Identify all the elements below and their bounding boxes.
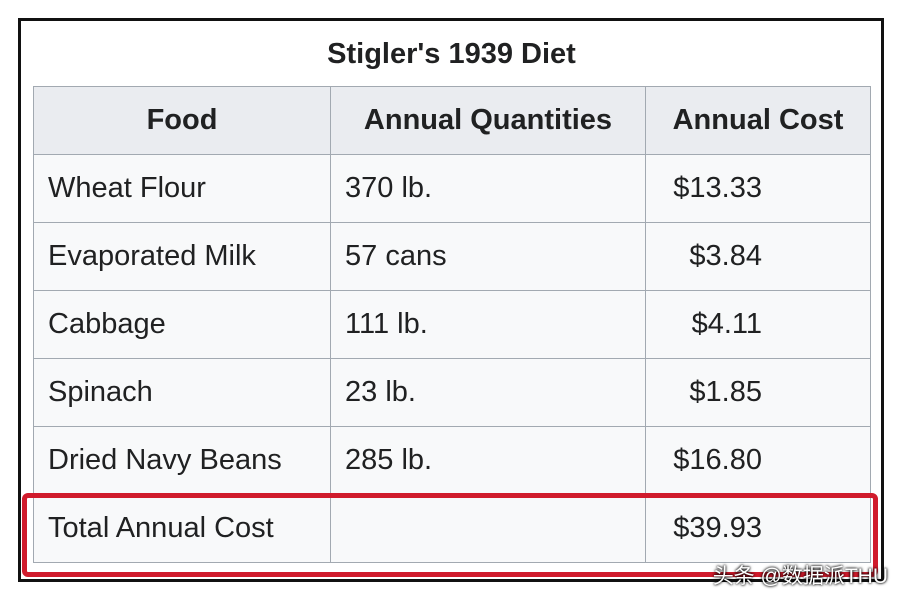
watermark: 头条 @数据派THU [712, 565, 888, 588]
table-cell: $13.33 [645, 154, 871, 223]
table-cell: $3.84 [645, 222, 871, 291]
cost-value: $3.84 [689, 240, 762, 272]
total-label: Total Annual Cost [33, 494, 331, 563]
table-row: Dried Navy Beans 285 lb. $16.80 [33, 426, 871, 495]
table-cell: $4.11 [645, 290, 871, 359]
table-row: Evaporated Milk 57 cans $3.84 [33, 222, 871, 291]
total-cost: $39.93 [673, 512, 762, 544]
table-title: Stigler's 1939 Diet [327, 38, 576, 70]
table-cell: Spinach [33, 358, 331, 427]
header-cell: Annual Quantities [330, 86, 646, 155]
table-cell: Cabbage [33, 290, 331, 359]
table-cell: $16.80 [645, 426, 871, 495]
table-row: Wheat Flour 370 lb. $13.33 [33, 154, 871, 223]
total-row: Total Annual Cost $39.93 [33, 494, 871, 563]
cost-value: $13.33 [673, 172, 762, 204]
highlight-box [22, 493, 878, 577]
table-cell: Evaporated Milk [33, 222, 331, 291]
table-cell: 111 lb. [330, 290, 646, 359]
cost-value: $4.11 [691, 308, 762, 340]
table-body: Wheat Flour 370 lb. $13.33 Evaporated Milk 5… [33, 154, 871, 563]
cost-value: $1.85 [689, 376, 762, 408]
table-cell: Dried Navy Beans [33, 426, 331, 495]
table-cell: 57 cans [330, 222, 646, 291]
table-cell: 23 lb. [330, 358, 646, 427]
diet-table: Food Annual Quantities Annual Cost Wheat F… [33, 86, 871, 563]
cost-value: $16.80 [673, 444, 762, 476]
table-row: Cabbage 111 lb. $4.11 [33, 290, 871, 359]
table-cell: 285 lb. [330, 426, 646, 495]
table-cell: Wheat Flour [33, 154, 331, 223]
table-cell [330, 494, 646, 563]
header-row: Food Annual Quantities Annual Cost [33, 86, 871, 155]
header-cell: Food [33, 86, 331, 155]
table-cell: $39.93 [645, 494, 871, 563]
header-cell: Annual Cost [645, 86, 871, 155]
table-cell: $1.85 [645, 358, 871, 427]
table-row: Spinach 23 lb. $1.85 [33, 358, 871, 427]
table-cell: 370 lb. [330, 154, 646, 223]
